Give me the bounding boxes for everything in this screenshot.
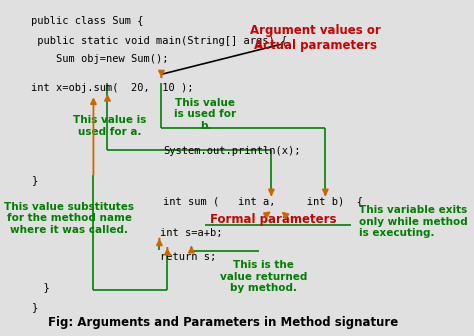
- Text: int sum (   int a,     int b)  {: int sum ( int a, int b) {: [164, 197, 364, 206]
- Text: int s=a+b;: int s=a+b;: [136, 228, 223, 238]
- Text: This value substitutes
for the method name
where it was called.: This value substitutes for the method na…: [4, 202, 135, 235]
- Text: Sum obj=new Sum();: Sum obj=new Sum();: [31, 54, 169, 64]
- Text: System.out.println(x);: System.out.println(x);: [164, 146, 301, 156]
- Text: This value
is used for
b.: This value is used for b.: [174, 98, 237, 131]
- Text: This variable exits
only while method
is executing.: This variable exits only while method is…: [359, 205, 468, 238]
- Text: Fig: Arguments and Parameters in Method signature: Fig: Arguments and Parameters in Method …: [48, 316, 399, 329]
- Text: Formal parameters: Formal parameters: [210, 213, 337, 226]
- Text: public static void main(String[] args) {: public static void main(String[] args) {: [31, 36, 288, 46]
- Text: Argument values or
Actual parameters: Argument values or Actual parameters: [250, 24, 381, 51]
- Text: public class Sum {: public class Sum {: [31, 16, 144, 26]
- Text: This value is
used for a.: This value is used for a.: [73, 115, 146, 137]
- Text: return s;: return s;: [136, 252, 217, 262]
- Text: }: }: [31, 175, 38, 185]
- Text: }: }: [31, 302, 38, 312]
- Text: int x=obj.sum(  20,  10 );: int x=obj.sum( 20, 10 );: [31, 83, 194, 93]
- Text: This is the
value returned
by method.: This is the value returned by method.: [219, 260, 307, 293]
- Text: }: }: [31, 282, 50, 292]
